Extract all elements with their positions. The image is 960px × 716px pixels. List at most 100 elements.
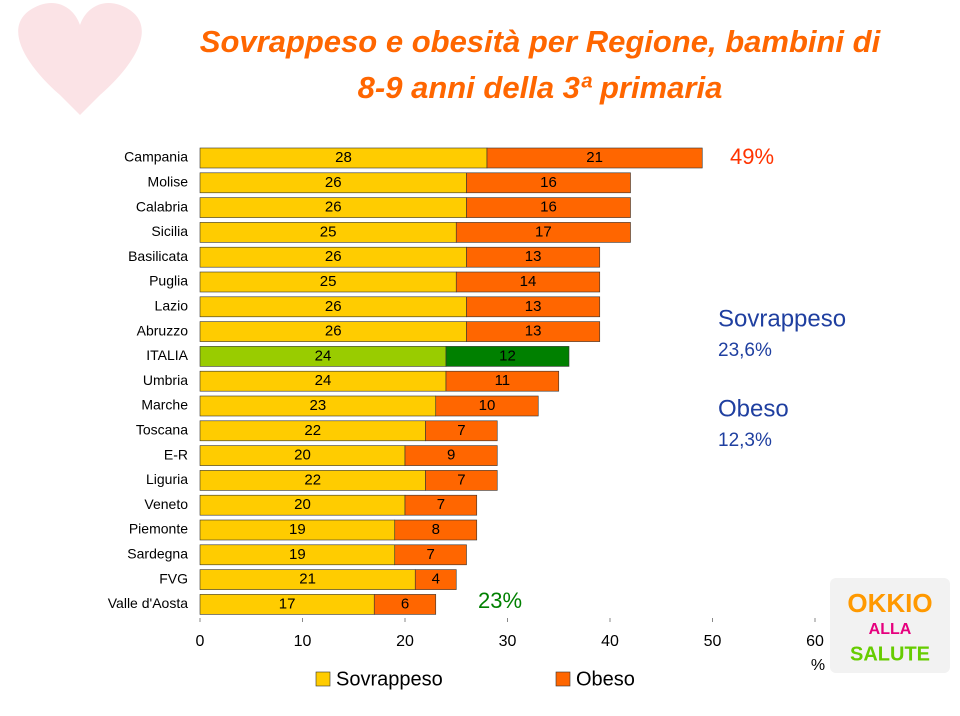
bar-segment — [404, 494, 478, 516]
bar-segment — [455, 222, 631, 243]
x-tick-label: 0 — [196, 633, 205, 650]
data-label: 25 — [320, 223, 337, 240]
logo-text: SALUTE — [850, 643, 930, 665]
data-label: 24 — [315, 347, 332, 364]
y-tick-label: ITALIA — [146, 347, 188, 363]
x-tick-label: 20 — [396, 633, 414, 650]
y-tick-label: Basilicata — [128, 248, 188, 264]
data-label: 22 — [304, 471, 321, 488]
data-label: 26 — [325, 298, 342, 315]
data-label: 26 — [325, 248, 342, 265]
data-label: 26 — [325, 199, 342, 216]
data-label: 16 — [540, 199, 557, 216]
bar-segment — [425, 470, 498, 491]
y-tick-label: Abruzzo — [137, 322, 189, 338]
y-tick-label: Valle d'Aosta — [108, 595, 188, 611]
data-label: 26 — [325, 174, 342, 191]
bar-segment — [394, 544, 467, 566]
bar-segment — [466, 197, 631, 218]
data-label: 13 — [525, 298, 542, 315]
x-tick-label: 50 — [704, 633, 722, 650]
data-label: 7 — [457, 471, 465, 488]
data-label: 8 — [432, 521, 440, 538]
y-tick-label: Umbria — [143, 372, 188, 388]
y-tick-label: Puglia — [149, 273, 188, 289]
data-label: 6 — [401, 595, 409, 612]
logo-background — [830, 578, 950, 673]
legend-label: Sovrappeso — [336, 668, 443, 690]
annotation: Sovrappeso — [718, 305, 846, 332]
bar-segment — [404, 445, 498, 466]
data-label: 20 — [294, 496, 311, 513]
data-label: 24 — [315, 372, 332, 389]
x-axis-label: % — [811, 657, 825, 674]
logo: OKKIO ALLA SALUTE — [830, 578, 950, 673]
data-label: 7 — [437, 496, 445, 513]
bar-segment — [414, 569, 457, 590]
annotation: 49% — [730, 144, 774, 169]
y-tick-label: Toscana — [136, 422, 188, 438]
x-tick-label: 40 — [601, 633, 619, 650]
y-tick-label: Lazio — [155, 298, 189, 314]
data-label: 17 — [535, 223, 552, 240]
y-tick-label: Piemonte — [129, 521, 188, 537]
data-label: 21 — [299, 571, 316, 588]
logo-text: ALLA — [869, 621, 912, 638]
data-label: 9 — [447, 447, 455, 464]
y-tick-label: E-R — [164, 446, 188, 462]
data-label: 7 — [457, 422, 465, 439]
data-label: 10 — [479, 397, 496, 414]
bar-segment — [486, 147, 703, 169]
y-tick-label: Veneto — [144, 496, 188, 512]
data-label: 19 — [289, 546, 306, 563]
bar-segment — [466, 172, 631, 194]
data-label: 11 — [495, 372, 511, 389]
y-tick-label: Sardegna — [127, 546, 188, 562]
y-tick-label: Marche — [141, 397, 188, 413]
bar-segment — [445, 370, 560, 392]
x-tick-label: 30 — [499, 633, 517, 650]
bar-segment — [435, 395, 539, 417]
bar-segment — [455, 271, 601, 293]
data-label: 17 — [279, 595, 296, 612]
data-label: 19 — [289, 521, 306, 538]
y-tick-label: Liguria — [146, 471, 188, 487]
legend-swatch — [555, 671, 571, 687]
annotation: 23% — [478, 588, 522, 613]
data-label: 13 — [525, 323, 542, 340]
bar-segment — [466, 246, 601, 268]
y-tick-label: FVG — [159, 570, 188, 586]
y-tick-label: Campania — [124, 149, 188, 165]
legend-swatch — [315, 671, 331, 687]
data-label: 28 — [335, 149, 352, 166]
bar-segment — [445, 346, 570, 367]
data-label: 22 — [304, 422, 321, 439]
annotation: 23,6% — [718, 340, 772, 361]
bar-segment — [466, 296, 601, 318]
data-label: 12 — [499, 347, 516, 364]
data-label: 21 — [586, 149, 603, 166]
data-label: 7 — [426, 546, 434, 563]
data-label: 14 — [520, 273, 537, 290]
x-tick-label: 10 — [294, 633, 312, 650]
bar-segment — [394, 519, 478, 541]
data-label: 26 — [325, 323, 342, 340]
data-label: 25 — [320, 273, 337, 290]
data-label: 20 — [294, 447, 311, 464]
annotation: 12,3% — [718, 430, 772, 451]
y-tick-label: Molise — [148, 174, 189, 190]
legend-label: Obeso — [576, 668, 635, 690]
bar-segment — [425, 420, 498, 442]
data-label: 4 — [432, 571, 440, 588]
data-label: 13 — [525, 248, 542, 265]
annotation: Obeso — [718, 395, 789, 422]
data-label: 23 — [310, 397, 327, 414]
bar-segment — [373, 594, 437, 615]
data-label: 16 — [540, 174, 557, 191]
logo-text: OKKIO — [847, 588, 932, 618]
y-tick-label: Calabria — [136, 198, 188, 214]
y-tick-label: Sicilia — [151, 223, 188, 239]
heart-decoration — [18, 2, 142, 115]
bar-segment — [466, 321, 601, 342]
